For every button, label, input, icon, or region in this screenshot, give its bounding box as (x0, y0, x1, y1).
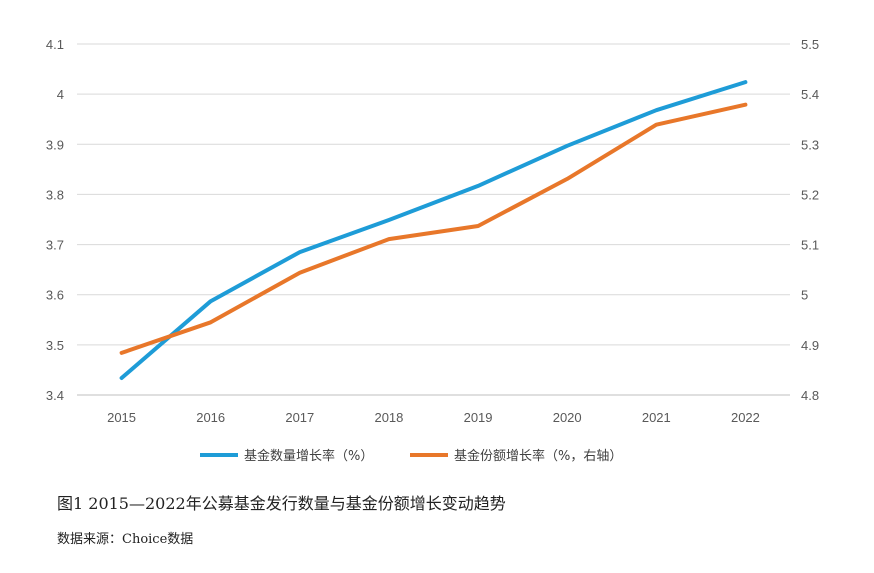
right-tick-label: 5.1 (801, 238, 819, 253)
legend-label-series-1: 基金数量增长率（%） (244, 448, 373, 464)
series-lines (119, 80, 748, 380)
left-axis-ticks: 4.1 4 3.9 3.8 3.7 3.6 3.5 3.4 (46, 37, 64, 403)
x-axis-ticks: 2015 2016 2017 2018 2019 2020 2021 2022 (107, 410, 760, 425)
left-tick-label: 4.1 (46, 37, 64, 52)
right-tick-label: 5.5 (801, 37, 819, 52)
series-line-1 (119, 80, 748, 380)
figure-caption: 图1 2015—2022年公募基金发行数量与基金份额增长变动趋势 (57, 494, 506, 513)
left-tick-label: 3.7 (46, 238, 64, 253)
x-tick-label: 2020 (553, 410, 582, 425)
x-tick-label: 2018 (374, 410, 403, 425)
source-note: 数据来源：Choice数据 (57, 532, 194, 547)
x-tick-label: 2017 (285, 410, 314, 425)
left-tick-label: 3.8 (46, 187, 64, 202)
right-tick-label: 5.3 (801, 137, 819, 152)
right-tick-label: 4.9 (801, 338, 819, 353)
left-tick-label: 3.4 (46, 388, 64, 403)
x-tick-label: 2019 (464, 410, 493, 425)
right-tick-label: 5 (801, 288, 808, 303)
x-tick-label: 2015 (107, 410, 136, 425)
right-tick-label: 4.8 (801, 388, 819, 403)
right-axis-ticks: 5.5 5.4 5.3 5.2 5.1 5 4.9 4.8 (801, 37, 819, 403)
line-chart: 4.1 4 3.9 3.8 3.7 3.6 3.5 3.4 5.5 5.4 5.3 5.2 5.1 5 4… (46, 37, 819, 464)
x-tick-label: 2016 (196, 410, 225, 425)
legend-label-series-2: 基金份额增长率（%，右轴） (454, 448, 622, 464)
left-tick-label: 4 (57, 87, 64, 102)
right-tick-label: 5.4 (801, 87, 819, 102)
left-tick-label: 3.9 (46, 137, 64, 152)
gridlines (77, 43, 790, 396)
x-tick-label: 2022 (731, 410, 760, 425)
left-tick-label: 3.6 (46, 288, 64, 303)
right-tick-label: 5.2 (801, 187, 819, 202)
left-tick-label: 3.5 (46, 338, 64, 353)
x-tick-label: 2021 (642, 410, 671, 425)
legend: 基金数量增长率（%） 基金份额增长率（%，右轴） (200, 448, 622, 464)
series-line-2 (119, 102, 748, 355)
